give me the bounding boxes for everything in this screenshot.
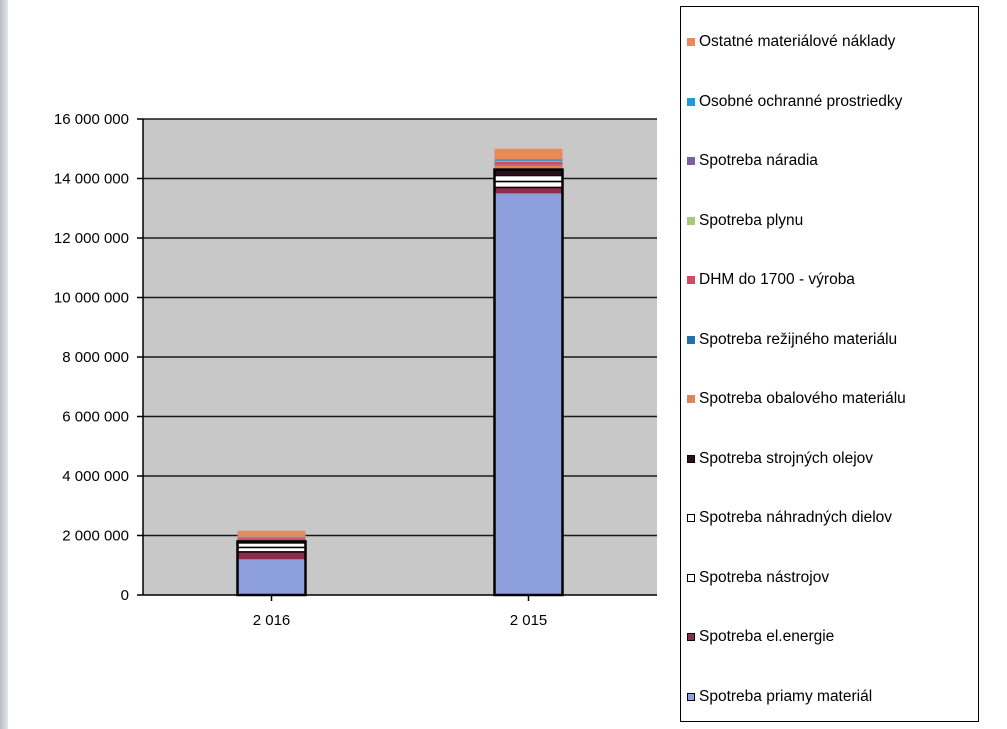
bar-segment	[237, 537, 306, 540]
legend-item: Ostatné materiálové náklady	[687, 33, 895, 51]
x-tick-label: 2 015	[510, 612, 548, 629]
legend-swatch	[687, 216, 695, 225]
legend-item: Spotreba režijného materiálu	[687, 331, 897, 349]
legend-label: Spotreba el.energie	[699, 628, 835, 645]
y-tick-label: 12 000 000	[54, 230, 129, 247]
legend-label: Spotreba priamy materiál	[699, 687, 873, 705]
legend-swatch	[687, 514, 695, 522]
legend-label: Spotreba režijného materiálu	[699, 330, 898, 348]
legend-label: Spotreba náradia	[699, 152, 818, 169]
axes	[137, 118, 657, 601]
legend-swatch	[687, 573, 695, 582]
legend-item: Spotreba plynu	[687, 212, 803, 230]
x-tick-label: 2 016	[253, 612, 291, 629]
bar-segment	[494, 164, 563, 166]
legend-label: DHM do 1700 - výroba	[699, 271, 855, 288]
x-tick-labels: 2 016 2 015	[253, 612, 548, 629]
window-edge	[0, 0, 8, 729]
bar-outline	[493, 168, 564, 597]
y-tick-label: 10 000 000	[54, 290, 129, 307]
stacked-bar-chart: 0 2 000 000 4 000 000 6 000 000 8 000 000 10 …	[54, 111, 657, 629]
y-tick-label: 6 000 000	[62, 409, 129, 426]
y-tick-label: 0	[121, 587, 129, 604]
legend-label: Osobné ochranné prostriedky	[699, 92, 903, 110]
legend-item: DHM do 1700 - výroba	[687, 271, 855, 289]
legend-item: Spotreba náhradných dielov	[687, 509, 892, 527]
bar-segment	[236, 542, 307, 549]
legend-label: Ostatné materiálové náklady	[699, 33, 896, 50]
legend-item: Osobné ochranné prostriedky	[687, 93, 902, 111]
legend-swatch	[687, 454, 695, 463]
legend-label: Spotreba plynu	[699, 211, 804, 229]
gridlines	[143, 118, 657, 537]
y-tick-label: 14 000 000	[54, 171, 129, 188]
legend-label: Spotreba obalového materiálu	[699, 390, 906, 407]
bar-segment	[237, 551, 306, 560]
bar-segment	[494, 169, 563, 176]
legend-label: Spotreba strojných olejov	[699, 449, 874, 467]
legend-swatch	[687, 633, 695, 641]
bar-segment	[237, 536, 306, 538]
legend-swatch	[687, 395, 695, 403]
legend-swatch	[687, 97, 695, 106]
bar-segment	[237, 559, 306, 595]
y-tick-label: 16 000 000	[54, 111, 129, 128]
y-tick-labels: 0 2 000 000 4 000 000 6 000 000 8 000 000 10 …	[54, 111, 129, 604]
bar-segment	[494, 161, 563, 162]
bar-segment	[494, 148, 563, 160]
legend-swatch	[687, 157, 695, 165]
legend-swatch	[687, 38, 695, 46]
bar-segment	[493, 180, 564, 189]
bar-segment	[237, 539, 306, 541]
legend-label: Spotreba náhradných dielov	[699, 509, 893, 526]
legend-item: Spotreba nástrojov	[687, 569, 829, 587]
bar-segment	[494, 160, 563, 162]
legend-item: Spotreba náradia	[687, 152, 818, 170]
legend: Ostatné materiálové náklady Osobné ochran…	[680, 6, 979, 722]
bar-segment	[237, 537, 306, 539]
bar-segment	[493, 174, 564, 183]
legend-swatch	[687, 335, 695, 344]
bar-segment	[237, 530, 306, 537]
y-tick-label: 2 000 000	[62, 528, 129, 545]
legend-label: Spotreba nástrojov	[699, 568, 830, 586]
bars	[236, 148, 564, 597]
legend-item: Spotreba priamy materiál	[687, 688, 872, 706]
bar-segment	[494, 187, 563, 194]
legend-item: Spotreba strojných olejov	[687, 450, 873, 468]
bar-outline	[236, 540, 307, 597]
bar-segment	[494, 193, 563, 595]
bar-segment	[494, 161, 563, 165]
legend-item: Spotreba el.energie	[687, 628, 834, 646]
bar-segment	[494, 159, 563, 161]
y-tick-label: 8 000 000	[62, 349, 129, 366]
bar-segment	[494, 165, 563, 170]
legend-item: Spotreba obalového materiálu	[687, 390, 906, 408]
y-tick-label: 4 000 000	[62, 468, 129, 485]
legend-swatch	[687, 276, 695, 284]
bar-segment	[237, 537, 306, 538]
legend-swatch	[687, 692, 695, 701]
